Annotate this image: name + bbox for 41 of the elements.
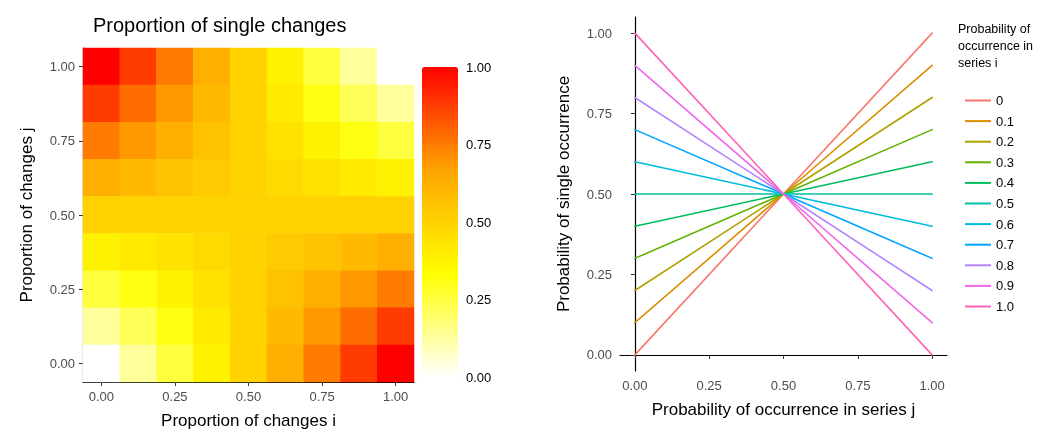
legend-label: 0.5 (996, 196, 1015, 211)
chart-title: Proportion of single changes (93, 14, 347, 36)
y-tick-label: 1.00 (586, 25, 612, 41)
y-tick-label: 1.00 (49, 59, 75, 75)
legend-label: 0.4 (996, 175, 1015, 191)
x-tick-label: 0.50 (770, 378, 797, 393)
x-tick-label: 0.75 (845, 378, 871, 393)
color-bar-label: 0.75 (466, 137, 492, 152)
legend-label: 0.9 (996, 278, 1015, 294)
y-tick-label: 0.00 (49, 355, 75, 371)
legend-label: 0.2 (996, 134, 1015, 150)
x-tick-label: 1.00 (919, 378, 945, 393)
x-tick-label: 1.00 (382, 389, 409, 404)
color-bar-label: 0.50 (466, 214, 492, 230)
x-tick-label: 0.25 (162, 389, 188, 404)
legend-label: 0.7 (996, 237, 1015, 253)
x-tick-label: 0.00 (88, 389, 115, 404)
color-bar-label: 0.25 (466, 292, 492, 307)
y-tick-label: 0.25 (586, 266, 612, 282)
y-tick-label: 0.75 (586, 106, 612, 122)
color-bar-label: 1.00 (466, 59, 492, 75)
x-axis-title: Probability of occurrence in series j (651, 400, 916, 419)
y-tick-label: 0.50 (586, 186, 612, 202)
x-tick-label: 0.75 (309, 389, 335, 404)
x-tick-label: 0.00 (622, 378, 648, 393)
y-axis-title: Probability of single occurrence (554, 75, 573, 313)
legend-title: Probability of occurrence in series i (958, 21, 1037, 70)
y-tick-label: 0.00 (586, 347, 612, 363)
y-axis-title: Proportion of changes j (17, 127, 36, 303)
y-tick-label: 0.75 (49, 133, 75, 149)
legend-label: 0.8 (996, 257, 1015, 273)
x-tick-label: 0.25 (696, 378, 722, 393)
y-tick-label: 0.50 (49, 207, 75, 223)
legend-label: 1.0 (996, 299, 1015, 314)
legend-label: 0 (996, 93, 1004, 108)
y-tick-label: 0.25 (49, 281, 75, 297)
legend-label: 0.1 (996, 113, 1015, 129)
legend-label: 0.6 (996, 216, 1015, 232)
x-axis-title: Proportion of changes i (161, 411, 336, 430)
x-tick-label: 0.50 (235, 389, 262, 404)
legend-label: 0.3 (996, 154, 1015, 170)
